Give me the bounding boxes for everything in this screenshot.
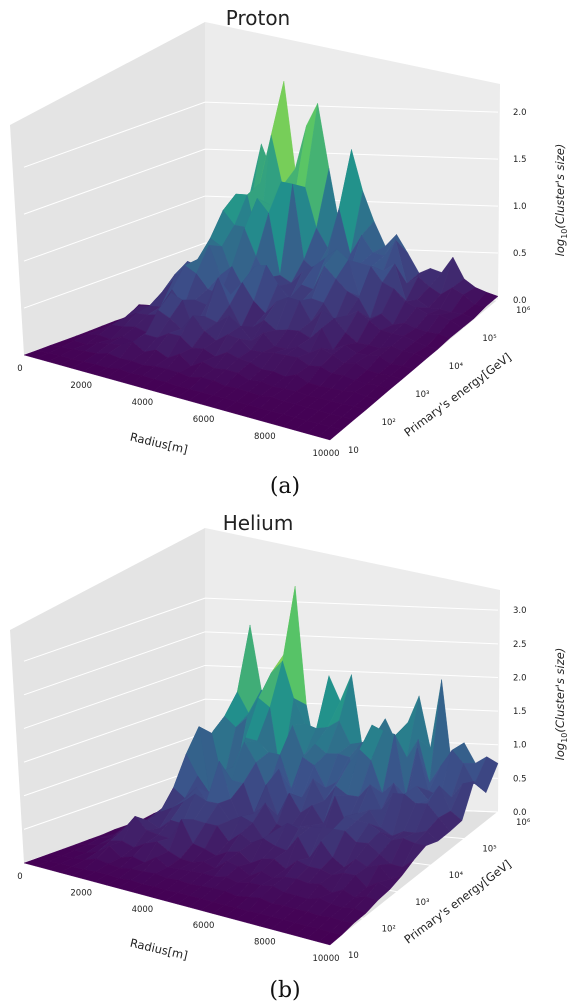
z-label-base: log [553, 239, 567, 257]
y-tick-label: 10⁵ [482, 845, 496, 855]
y-tick-label: 10² [382, 924, 396, 934]
z-tick-label: 1.0 [513, 741, 527, 751]
caption: (b) [269, 978, 300, 1003]
x-tick-label: 2000 [70, 888, 92, 898]
z-ticks: 0.0 0.5 1.0 1.5 2.0 [513, 108, 527, 306]
y-ticks: 10 10² 10³ 10⁴ 10⁵ 10⁶ [348, 306, 531, 456]
x-ticks: 0 2000 4000 6000 8000 10000 [17, 364, 339, 459]
panel-proton: 0 2000 4000 6000 8000 10000 10 10² 10³ 10⁴ 10⁵ 10⁶… [10, 6, 569, 499]
y-tick-label: 10² [382, 418, 396, 428]
x-tick-label: 0 [17, 364, 22, 374]
y-tick-label: 10³ [415, 390, 429, 400]
z-gridline [23, 698, 499, 763]
z-tick-label: 2.0 [513, 108, 527, 118]
z-label-rest: (Cluster's size) [553, 144, 567, 229]
z-tick-label: 1.5 [513, 707, 527, 717]
x-tick-label: 6000 [193, 415, 215, 425]
z-axis-label: log10(Cluster's size) [553, 648, 569, 761]
z-tick-label: 1.5 [513, 155, 527, 165]
y-tick-label: 10 [348, 446, 359, 456]
z-gridline [23, 631, 499, 696]
z-gridline [23, 597, 499, 662]
y-tick-label: 10⁵ [482, 334, 496, 344]
z-ticks: 0.0 0.5 1.0 1.5 2.0 2.5 3.0 [513, 606, 527, 818]
z-label-base: log [553, 743, 567, 761]
z-tick-label: 0.0 [513, 808, 527, 818]
z-label-sub: 10 [560, 733, 569, 743]
x-tick-label: 4000 [132, 905, 154, 915]
y-tick-label: 10⁴ [449, 871, 464, 881]
z-tick-label: 2.5 [513, 640, 527, 650]
z-gridline [23, 148, 499, 215]
panel-helium: 0 2000 4000 6000 8000 10000 10 10² 10³ 10⁴ 10⁵ 10⁶… [10, 511, 569, 1003]
chart-title: Helium [223, 511, 294, 535]
x-tick-label: 8000 [254, 938, 276, 948]
x-axis-label: Radius[m] [129, 430, 189, 457]
z-label-rest: (Cluster's size) [553, 648, 567, 733]
z-gridline [23, 101, 499, 168]
x-tick-label: 2000 [70, 381, 92, 391]
y-tick-label: 10³ [415, 898, 429, 908]
y-ticks: 10 10² 10³ 10⁴ 10⁵ 10⁶ [348, 818, 531, 961]
z-gridline [23, 195, 499, 262]
x-ticks: 0 2000 4000 6000 8000 10000 [17, 872, 339, 964]
z-axis-label: log10(Cluster's size) [553, 144, 569, 257]
y-tick-label: 10⁴ [449, 362, 464, 372]
x-tick-label: 10000 [312, 449, 339, 459]
x-tick-label: 8000 [254, 432, 276, 442]
left-pane [10, 22, 205, 355]
z-tick-label: 1.0 [513, 202, 527, 212]
surface-facet [317, 426, 343, 441]
y-tick-label: 10 [348, 951, 359, 961]
surface [23, 586, 499, 946]
z-gridline [23, 664, 499, 729]
y-tick-label: 10⁶ [516, 818, 531, 828]
x-tick-label: 4000 [132, 398, 154, 408]
x-tick-label: 10000 [312, 954, 339, 964]
chart-title: Proton [226, 6, 290, 30]
z-tick-label: 0.5 [513, 774, 527, 784]
left-pane [10, 528, 205, 863]
z-tick-label: 2.0 [513, 673, 527, 683]
z-tick-label: 0.5 [513, 249, 527, 259]
y-tick-label: 10⁶ [516, 306, 531, 316]
caption: (a) [270, 474, 300, 499]
z-tick-label: 3.0 [513, 606, 527, 616]
x-tick-label: 0 [17, 872, 22, 882]
x-axis-label: Radius[m] [129, 936, 189, 963]
z-tick-label: 0.0 [513, 296, 527, 306]
x-tick-label: 6000 [193, 921, 215, 931]
surface [23, 80, 499, 441]
z-label-sub: 10 [560, 229, 569, 239]
surface-facet [317, 931, 343, 946]
x-gridline [329, 811, 499, 946]
